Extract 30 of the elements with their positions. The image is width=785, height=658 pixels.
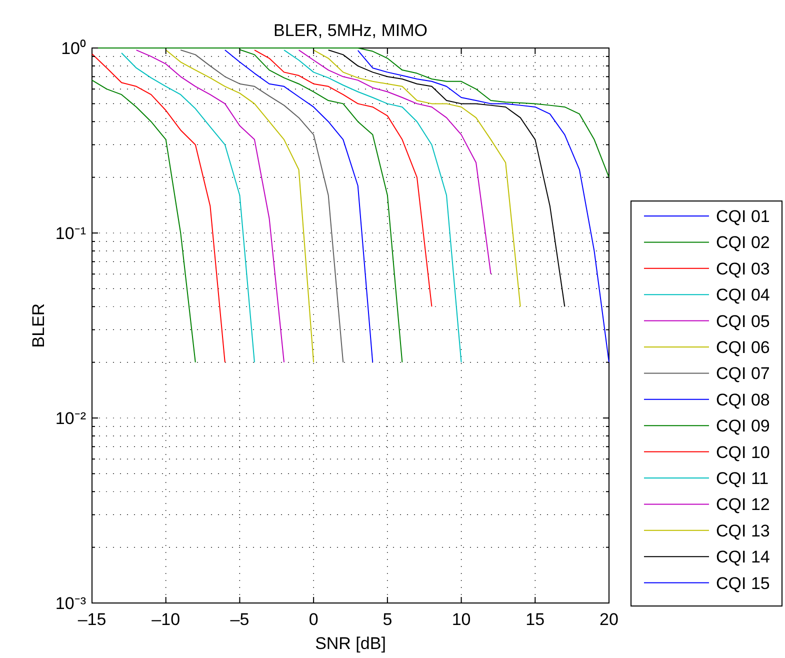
legend-label: CQI 05 xyxy=(716,312,770,331)
legend-label: CQI 08 xyxy=(716,390,770,410)
legend-label: CQI 04 xyxy=(716,286,770,305)
y-tick-label: 10⁻³ xyxy=(55,594,86,613)
legend-label: CQI 12 xyxy=(716,495,770,514)
legend-label: CQI 01 xyxy=(716,207,770,226)
legend-label: CQI 03 xyxy=(716,259,770,278)
x-axis-title: SNR [dB] xyxy=(315,634,386,653)
x-tick-label: –5 xyxy=(230,610,250,629)
y-tick-label: 10⁻¹ xyxy=(55,224,86,243)
x-tick-label: 0 xyxy=(308,610,318,629)
x-tick-label: –15 xyxy=(78,610,106,629)
legend-label: CQI 06 xyxy=(716,338,770,357)
y-tick-label: 10⁰ xyxy=(61,39,86,58)
legend-label: CQI 10 xyxy=(716,442,770,462)
x-tick-label: 20 xyxy=(600,610,618,629)
legend-label: CQI 07 xyxy=(716,364,770,384)
legend-label: CQI 09 xyxy=(716,416,770,436)
x-tick-label: –10 xyxy=(152,610,180,629)
legend-label: CQI 14 xyxy=(716,548,770,567)
x-tick-label: 5 xyxy=(382,610,392,629)
legend-label: CQI 15 xyxy=(716,574,770,593)
y-axis-title: BLER xyxy=(29,303,48,348)
legend-label: CQI 13 xyxy=(716,521,770,540)
legend-label: CQI 11 xyxy=(716,469,769,488)
x-tick-label: 15 xyxy=(526,610,545,629)
chart-title: BLER, 5MHz, MIMO xyxy=(274,21,428,40)
legend-label: CQI 02 xyxy=(716,233,770,252)
x-tick-label: 10 xyxy=(452,610,471,629)
y-tick-label: 10⁻² xyxy=(55,409,86,428)
